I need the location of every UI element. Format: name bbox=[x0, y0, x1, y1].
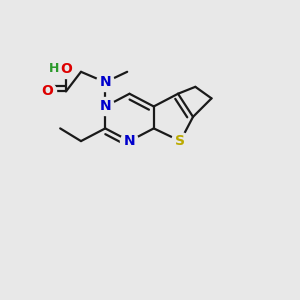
Text: O: O bbox=[42, 84, 53, 98]
Text: H: H bbox=[49, 62, 59, 75]
Text: O: O bbox=[60, 62, 72, 76]
Text: N: N bbox=[99, 75, 111, 89]
Text: N: N bbox=[124, 134, 135, 148]
Text: N: N bbox=[99, 100, 111, 113]
Text: S: S bbox=[175, 134, 185, 148]
